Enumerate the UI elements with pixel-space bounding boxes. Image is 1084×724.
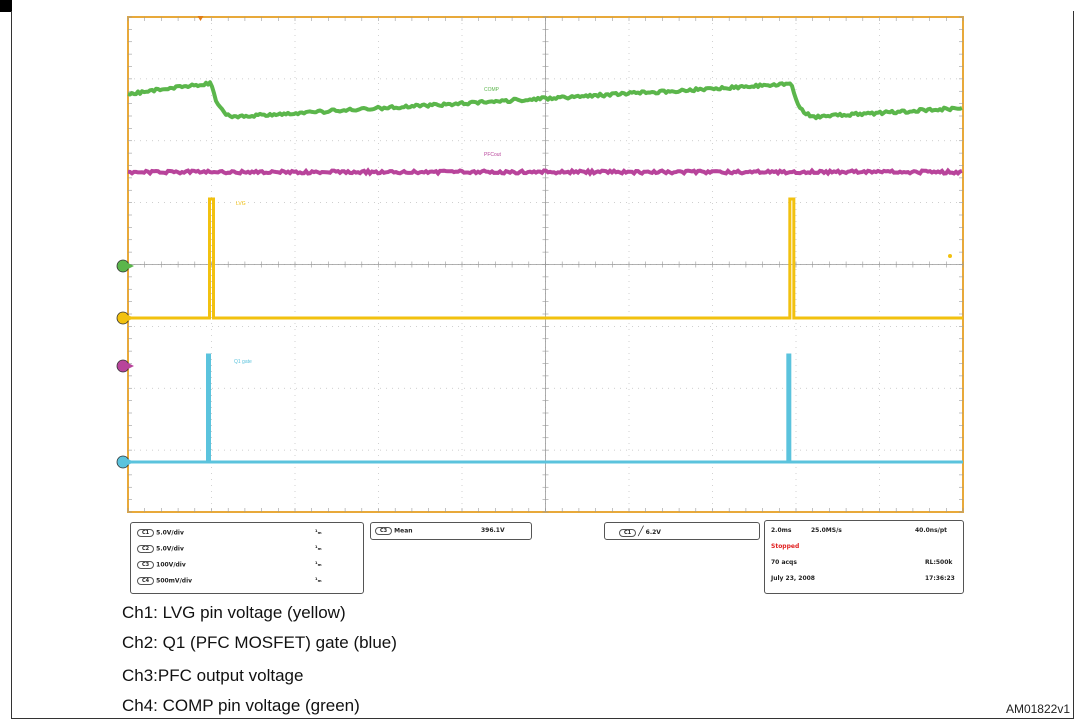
trace-label-q1-gate: Q1 gate <box>234 359 252 365</box>
channel-settings-panel: C1 5.0V/div ¹ₘ C2 5.0V/div ¹ₘ C3 100V/div ¹… <box>130 522 364 594</box>
measure-label: Mean <box>394 528 412 535</box>
channel-tag: C4 <box>137 577 154 585</box>
channel-tag: C2 <box>137 545 154 553</box>
channel-scale: 5.0V/div <box>156 530 184 537</box>
channel-setting-row: C2 5.0V/div <box>137 545 184 553</box>
acquisition-panel: 2.0ms 25.0MS/s 40.0ns/pt Stopped 70 acqs… <box>764 520 964 594</box>
trace-label-comp: COMP <box>484 87 500 93</box>
record-length: RL:500k <box>925 559 952 566</box>
trace-label-lvg: LVG <box>236 201 246 207</box>
channel-setting-row: C3 100V/div <box>137 561 186 569</box>
acquisition-time: 17:36:23 <box>925 575 955 582</box>
measurement-panel: C3 Mean 396.1V <box>370 522 532 540</box>
resolution: 40.0ns/pt <box>915 527 947 534</box>
measure-value: 396.1V <box>481 527 505 534</box>
trigger-level-icon <box>948 254 952 258</box>
coupling-icon: ¹ₘ <box>315 561 322 568</box>
trigger-panel: C1 ╱ 6.2V <box>604 522 760 540</box>
channel-scale: 100V/div <box>156 562 186 569</box>
channel-setting-row: C1 5.0V/div <box>137 529 184 537</box>
channel-marker-icon <box>117 360 129 372</box>
measurement-row: C3 Mean <box>375 527 413 535</box>
caption-ch3: Ch3:PFC output voltage <box>122 666 303 686</box>
channel-tag: C3 <box>137 561 154 569</box>
acquisition-date: July 23, 2008 <box>771 575 815 582</box>
channel-marker-icon <box>117 260 129 272</box>
measure-channel-tag: C3 <box>375 527 392 535</box>
caption-ch2: Ch2: Q1 (PFC MOSFET) gate (blue) <box>122 633 397 653</box>
trigger-level: 6.2V <box>646 529 661 536</box>
caption-ch1: Ch1: LVG pin voltage (yellow) <box>122 603 346 623</box>
channel-tag: C1 <box>137 529 154 537</box>
acquisition-count: 70 acqs <box>771 559 797 566</box>
trigger-row: C1 ╱ 6.2V <box>619 527 661 537</box>
caption-ch4: Ch4: COMP pin voltage (green) <box>122 696 360 716</box>
sample-rate: 25.0MS/s <box>811 527 842 534</box>
trace-label-pfcout: PFCout <box>484 152 502 158</box>
channel-setting-row: C4 500mV/div <box>137 577 192 585</box>
channel-marker-icon <box>117 456 129 468</box>
rising-edge-icon: ╱ <box>638 527 643 537</box>
scope-grid <box>128 17 963 512</box>
channel-scale: 5.0V/div <box>156 546 184 553</box>
acquisition-status: Stopped <box>771 543 799 550</box>
timebase: 2.0ms <box>771 527 791 534</box>
coupling-icon: ¹ₘ <box>315 545 322 552</box>
coupling-icon: ¹ₘ <box>315 529 322 536</box>
figure-code: AM01822v1 <box>1006 702 1070 716</box>
coupling-icon: ¹ₘ <box>315 577 322 584</box>
trigger-channel-tag: C1 <box>619 529 636 537</box>
channel-marker-icon <box>117 312 129 324</box>
channel-scale: 500mV/div <box>156 578 192 585</box>
